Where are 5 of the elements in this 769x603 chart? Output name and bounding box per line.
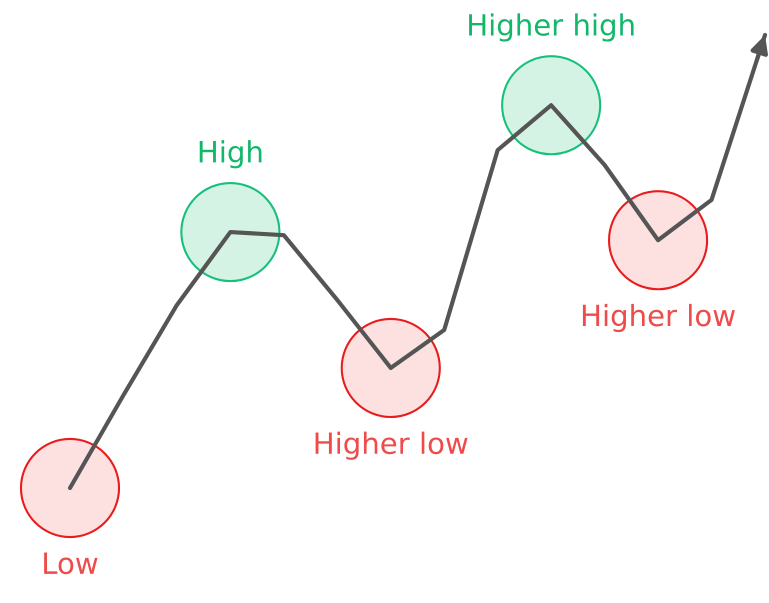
annotation: Higher high — [469, 13, 634, 42]
annotation: High — [200, 140, 262, 168]
annotation: Higher low — [582, 304, 735, 332]
annotation: Higher low — [316, 432, 468, 460]
text: Low — [44, 552, 98, 574]
